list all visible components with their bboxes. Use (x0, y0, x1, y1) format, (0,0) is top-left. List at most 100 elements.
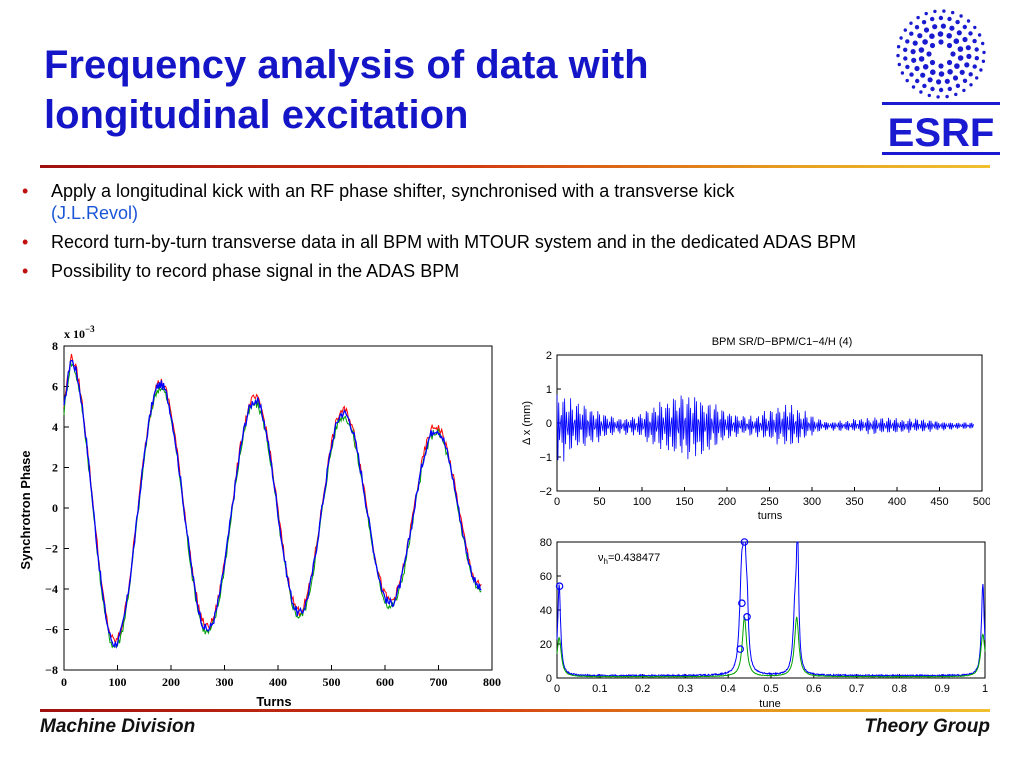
bullet-glyph: • (22, 232, 29, 252)
logo-dot (897, 62, 901, 67)
logo-dot (938, 63, 944, 69)
bullet-list: • Apply a longitudinal kick with an RF p… (22, 180, 1022, 289)
x-tick-label: 0.8 (892, 683, 907, 695)
x-tick-label: 0.4 (721, 683, 736, 695)
logo-dot (947, 86, 952, 92)
x-tick-label: 0 (61, 675, 67, 689)
x-tick-label: 0.2 (635, 683, 650, 695)
bullet-text: Record turn-by-turn transverse data in a… (51, 232, 856, 252)
logo-dot (942, 9, 946, 13)
x-tick-label: 250 (760, 496, 778, 508)
logo-dot (952, 75, 959, 81)
logo-dot (947, 69, 953, 75)
y-tick-label: −2 (45, 542, 58, 556)
x-tick-label: 500 (973, 496, 990, 508)
x-tick-label: 0.7 (849, 683, 864, 695)
logo-dot (912, 40, 918, 46)
logo-dot (909, 31, 914, 36)
y-tick-label: 40 (540, 605, 552, 617)
logo-dot (968, 31, 973, 36)
logo-dot (905, 64, 910, 70)
x-tick-labels: 0 100 200 300 400 500 600 700 800 (61, 675, 501, 689)
logo-dot (968, 72, 973, 77)
x-tick-label: 200 (162, 675, 180, 689)
logo-dot (950, 51, 956, 57)
logo-dot (938, 87, 944, 93)
x-tick-label: 100 (633, 496, 651, 508)
logo-dot (981, 59, 986, 63)
x-axis-label: Turns (256, 694, 291, 709)
logo-dot (954, 92, 958, 97)
logo-dot (940, 23, 946, 29)
x-tick-label: 500 (323, 675, 341, 689)
bullet-item: • Apply a longitudinal kick with an RF p… (22, 180, 1022, 224)
x-tick-label: 450 (930, 496, 948, 508)
peak-marker (736, 645, 744, 653)
logo-dot (955, 83, 961, 89)
logo-dot (969, 83, 973, 87)
logo-dot (927, 93, 931, 98)
logo-dot (957, 55, 964, 61)
bullet-glyph: • (22, 261, 29, 281)
series-line (63, 359, 482, 649)
y-tick-label: 0 (546, 418, 552, 430)
x-tick-label: 150 (675, 496, 693, 508)
y-tick-label: 6 (52, 380, 58, 394)
logo-dot (905, 39, 910, 44)
x-tick-label: 400 (269, 675, 287, 689)
x-tick-label: 0 (554, 496, 560, 508)
logo-dot (953, 38, 960, 44)
y-tick-label: −1 (539, 452, 552, 464)
x-tick-label: 800 (483, 675, 501, 689)
y-tick-label: −8 (45, 663, 58, 677)
logo-dot (938, 71, 945, 77)
chart-title: BPM SR/D−BPM/C1−4/H (4) (712, 336, 853, 348)
y-tick-label: 0 (52, 501, 58, 515)
series-lines (556, 541, 986, 678)
logo-dot (929, 42, 936, 49)
logo-dot (915, 78, 920, 84)
logo-dot (917, 33, 923, 39)
y-tick-label: −6 (45, 623, 58, 637)
logo-dot (959, 69, 965, 75)
logo-dot (910, 49, 916, 55)
x-tick-label: 600 (376, 675, 394, 689)
logo-dot (972, 38, 977, 44)
peak-marker (555, 582, 564, 591)
logo-dot (918, 56, 925, 62)
series-line (556, 394, 974, 462)
plot-frame (63, 345, 493, 671)
logo-dot (974, 47, 979, 52)
header-divider (40, 165, 990, 168)
peak-markers (555, 538, 751, 653)
bullet-text: Possibility to record phase signal in th… (51, 261, 460, 281)
logo-dot (962, 78, 968, 84)
logo-dot (937, 31, 944, 37)
logo-dot (938, 15, 944, 21)
series-lines (556, 394, 974, 462)
logo-dot (947, 16, 952, 22)
x-tick-label: 0 (554, 683, 560, 695)
y-tick-label: −4 (45, 582, 58, 596)
logo-dot (962, 36, 968, 43)
bullet-reference: (J.L.Revol) (51, 203, 139, 223)
x-axis-label: tune (759, 698, 780, 710)
y-axis-label: Δ x (mm) (521, 401, 533, 445)
logo-dot (929, 33, 935, 39)
y-tick-label: 20 (540, 639, 552, 651)
logo-dot (936, 79, 942, 85)
logo-dot (977, 33, 982, 37)
logo-dot (922, 83, 927, 89)
x-tick-label: 0.6 (806, 683, 821, 695)
logo-dot (914, 65, 920, 72)
x-tick-label: 1 (982, 683, 988, 695)
y-tick-label: 2 (546, 350, 552, 362)
logo-dot (909, 21, 913, 25)
bullet-item: • Possibility to record phase signal in … (22, 260, 1022, 282)
x-axis-label: turns (758, 510, 783, 522)
logo-dots (896, 9, 986, 99)
logo-dot (905, 78, 909, 83)
logo-dot (896, 45, 901, 49)
x-tick-label: 0.3 (678, 683, 693, 695)
series-line (556, 541, 986, 678)
